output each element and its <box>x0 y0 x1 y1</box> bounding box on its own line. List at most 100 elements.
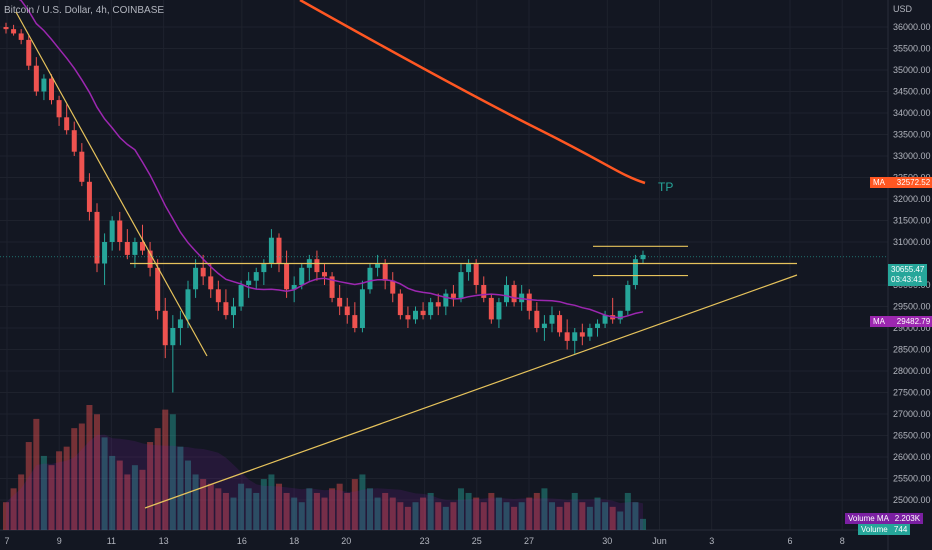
candle-body <box>595 323 600 328</box>
candle-body <box>367 267 373 290</box>
volume-bar <box>503 502 510 530</box>
volume-bar <box>594 497 601 530</box>
candle-body <box>617 310 623 320</box>
volume-bar <box>207 483 214 530</box>
candle-body <box>155 267 161 311</box>
price-tick-label: 25000.00 <box>893 495 931 505</box>
volume-bar <box>404 506 411 530</box>
volume-bar <box>526 497 533 530</box>
volume-bar <box>230 497 237 530</box>
volume-bar <box>215 488 222 530</box>
volume-ma-area <box>6 434 643 530</box>
price-tick-label: 32000.00 <box>893 194 931 204</box>
candle-body <box>375 263 381 268</box>
candle-body <box>473 263 479 285</box>
volume-bar <box>94 414 100 530</box>
ma-long-badge: MA 32572.52 <box>870 177 932 188</box>
price-tick-label: 26000.00 <box>893 452 931 462</box>
candle-body <box>56 100 62 118</box>
volume-bar <box>374 497 381 530</box>
candle-body <box>443 293 449 307</box>
tp-annotation: TP <box>658 180 674 194</box>
volume-bar <box>571 492 578 530</box>
volume-bar <box>367 488 373 530</box>
price-tick-label: 35000.00 <box>893 65 931 75</box>
candle-body <box>352 315 358 328</box>
price-tick-label: 28000.00 <box>893 366 931 376</box>
price-tick-label: 29500.00 <box>893 302 931 312</box>
ma-short-line <box>19 0 644 319</box>
volume-bar <box>488 492 495 530</box>
candle-body <box>200 267 206 277</box>
candle-body <box>231 306 236 316</box>
price-tick-label: 26500.00 <box>893 431 931 441</box>
price-tick-label: 36000.00 <box>893 22 931 32</box>
candle-body <box>284 263 290 290</box>
volume-bar <box>541 488 548 530</box>
last-price-value: 30655.47 <box>891 265 925 274</box>
candle-body <box>428 302 434 316</box>
candle-body <box>458 272 464 298</box>
candle-body <box>3 27 9 30</box>
date-tick-label: 25 <box>472 536 482 546</box>
volume-bar <box>169 414 176 530</box>
volume-bar <box>3 502 9 530</box>
ma-long-badge-label: MA <box>873 178 885 187</box>
volume-value: 744 <box>893 525 908 534</box>
candle-body <box>344 306 350 316</box>
date-tick-label: 13 <box>159 536 169 546</box>
volume-bar <box>624 492 631 530</box>
volume-bar <box>177 446 184 530</box>
candle-body <box>109 220 115 242</box>
price-tick-label: 27500.00 <box>893 388 931 398</box>
volume-bar <box>260 479 267 530</box>
candle-body <box>579 332 585 337</box>
date-tick-label: 9 <box>57 536 62 546</box>
volume-bar <box>609 506 616 530</box>
volume-bar <box>192 474 199 530</box>
volume-bar <box>382 492 389 530</box>
volume-bar <box>185 460 191 530</box>
volume-bar <box>359 474 366 530</box>
price-tick-label: 28500.00 <box>893 345 931 355</box>
candle-body <box>337 297 343 307</box>
date-tick-label: 6 <box>787 536 792 546</box>
volume-bar <box>427 492 434 530</box>
ma-short-badge: MA 29482.79 <box>870 316 932 327</box>
candle-body <box>632 259 638 285</box>
date-tick-label: 18 <box>289 536 299 546</box>
date-tick-label: 3 <box>709 536 714 546</box>
candle-body <box>246 280 252 285</box>
volume-badge: Volume 744 <box>858 524 911 535</box>
downtrend-line <box>15 11 208 357</box>
candle-body <box>541 323 547 328</box>
volume-bar <box>473 497 480 530</box>
date-tick-label: 11 <box>107 536 116 546</box>
candle-body <box>18 33 24 40</box>
price-tick-label: 29000.00 <box>893 323 931 333</box>
volume-bar <box>518 502 525 530</box>
volume-bar <box>617 511 624 530</box>
date-tick-label: 8 <box>840 536 845 546</box>
date-tick-label: 7 <box>4 536 9 546</box>
volume-bar <box>268 474 275 530</box>
volume-label: Volume <box>861 525 888 534</box>
candle-body <box>41 78 47 92</box>
volume-bar <box>435 502 442 530</box>
volume-bar <box>139 469 146 530</box>
candle-body <box>193 267 199 290</box>
date-tick-label: 27 <box>524 536 534 546</box>
candle-body <box>587 328 593 337</box>
volume-bar <box>480 502 487 530</box>
candle-body <box>435 302 441 307</box>
candle-body <box>329 276 335 298</box>
volume-bar <box>71 428 78 530</box>
candle-body <box>79 151 85 182</box>
candle-body <box>185 289 191 320</box>
candle-body <box>466 263 472 273</box>
volume-bar <box>412 502 419 530</box>
date-tick-label: 30 <box>602 536 612 546</box>
date-tick-label: Jun <box>652 536 667 546</box>
volume-bar <box>549 502 555 530</box>
